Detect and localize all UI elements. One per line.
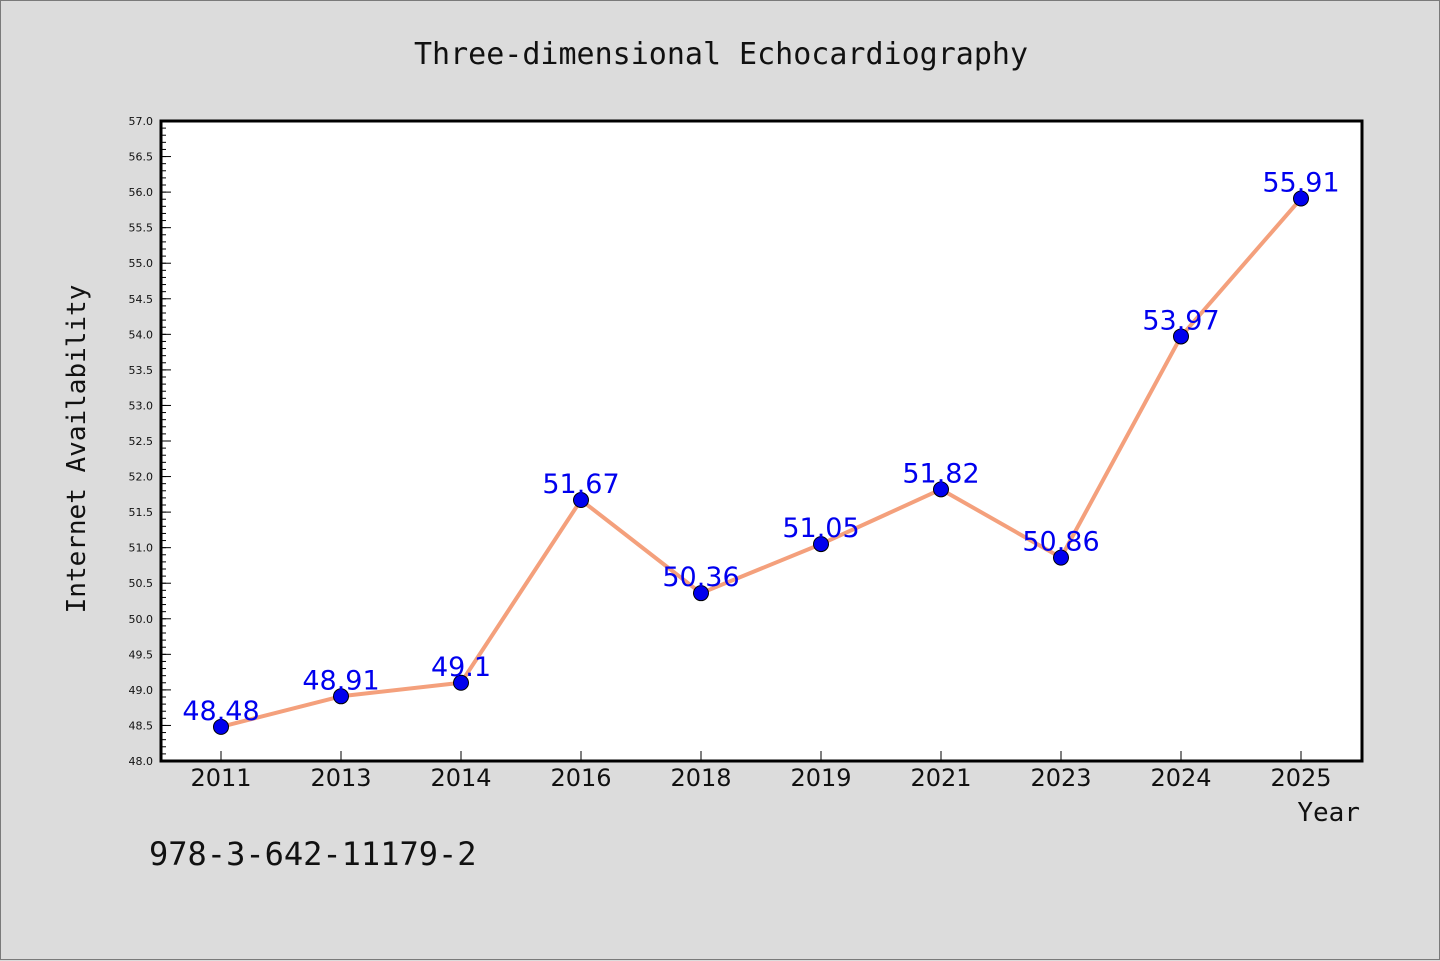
x-axis: 2011 2013 2014 2016 2018 2019 2021 2023 2024 2025: [190, 751, 1332, 792]
data-label: 55.91: [1262, 168, 1339, 199]
data-label: 50.86: [1022, 527, 1099, 558]
data-point: [333, 688, 349, 705]
y-axis-label: Internet Availability: [62, 285, 92, 614]
y-tick-label: 55.0: [129, 257, 154, 270]
data-point: [693, 585, 709, 602]
footnote-isbn: 978-3-642-11179-2: [149, 835, 477, 873]
x-tick-label: 2024: [1150, 764, 1211, 792]
data-label: 51.05: [782, 513, 859, 544]
x-tick-label: 2019: [790, 764, 851, 792]
y-tick-label: 48.5: [129, 719, 154, 732]
y-tick-label: 57.0: [129, 115, 154, 128]
x-tick-label: 2011: [190, 764, 251, 792]
data-point: [1173, 328, 1189, 345]
y-tick-label: 52.5: [129, 435, 154, 448]
plot-area: [159, 119, 1364, 763]
data-label: 48.91: [302, 665, 379, 696]
y-tick-label: 53.0: [129, 399, 154, 412]
data-point: [453, 674, 469, 691]
x-axis-label: Year: [1297, 798, 1360, 828]
x-tick-label: 2013: [310, 764, 371, 792]
x-tick-label: 2014: [430, 764, 491, 792]
y-tick-label: 56.5: [129, 151, 154, 164]
y-tick-label: 49.5: [129, 648, 154, 661]
y-tick-label: 54.5: [129, 293, 154, 306]
y-axis: 48.0 48.5 49.0 49.5 50.0 50.5 51.0 51.5 52.0 52.5…: [129, 115, 171, 768]
y-tick-label: 53.5: [129, 364, 154, 377]
y-tick-label: 52.0: [129, 471, 154, 484]
data-markers: [213, 190, 1309, 735]
x-tick-label: 2021: [910, 764, 971, 792]
y-tick-label: 56.0: [129, 186, 154, 199]
chart-title: Three-dimensional Echocardiography: [414, 37, 1028, 72]
data-label: 51.82: [902, 458, 979, 489]
data-point: [1053, 549, 1069, 566]
x-tick-label: 2025: [1270, 764, 1331, 792]
x-tick-label: 2016: [550, 764, 611, 792]
data-label: 48.48: [182, 696, 259, 727]
y-tick-label: 51.0: [129, 542, 154, 555]
y-tick-label: 50.5: [129, 577, 154, 590]
x-tick-label: 2023: [1030, 764, 1091, 792]
y-tick-label: 55.5: [129, 222, 154, 235]
y-tick-label: 48.0: [129, 755, 154, 768]
data-point: [213, 718, 229, 735]
y-tick-label: 54.0: [129, 328, 154, 341]
y-tick-label: 51.5: [129, 506, 154, 519]
data-label: 53.97: [1142, 305, 1219, 336]
y-tick-label: 50.0: [129, 613, 154, 626]
data-label: 50.36: [662, 562, 739, 593]
data-label: 51.67: [542, 469, 619, 500]
data-point: [1293, 190, 1309, 207]
y-tick-label: 49.0: [129, 684, 154, 697]
x-tick-label: 2018: [670, 764, 731, 792]
series-line: [220, 197, 1303, 729]
data-point: [573, 492, 589, 509]
data-labels: 48.48 48.91 49.1 51.67 50.36 51.05 51.82 50.86 5…: [182, 168, 1339, 727]
data-point: [933, 481, 949, 498]
data-point: [813, 536, 829, 553]
data-label: 49.1: [431, 652, 491, 683]
series-polyline: [220, 197, 1303, 729]
